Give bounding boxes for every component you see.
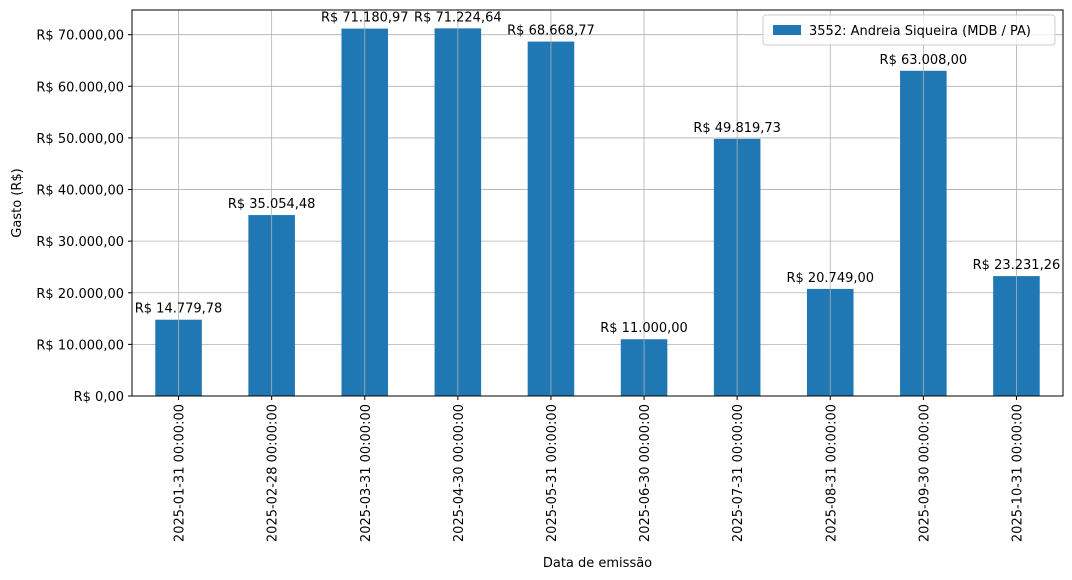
y-axis-title: Gasto (R$)	[10, 168, 25, 237]
y-axis: R$ 0,00 R$ 10.000,00 R$ 20.000,00 R$ 30.000…	[36, 29, 132, 405]
x-grid-lines	[178, 10, 1017, 396]
bar-data-label: R$ 49.819,73	[693, 121, 781, 136]
x-axis: 2025-01-31 00:00:00 2025-02-28 00:00:00 20…	[173, 396, 1025, 542]
bar-data-label: R$ 20.749,00	[786, 271, 874, 286]
bar-data-label: R$ 11.000,00	[600, 321, 688, 336]
x-tick-label: 2025-07-31 00:00:00	[731, 404, 746, 542]
x-tick-label: 2025-06-30 00:00:00	[638, 404, 653, 542]
x-tick-label: 2025-08-31 00:00:00	[824, 404, 839, 542]
x-tick-label: 2025-10-31 00:00:00	[1010, 404, 1025, 542]
x-tick-label: 2025-05-31 00:00:00	[545, 404, 560, 542]
bar-data-label: R$ 71.180,97	[321, 11, 409, 26]
bars	[155, 28, 1040, 397]
x-tick-label: 2025-03-31 00:00:00	[359, 404, 374, 542]
x-tick-label: 2025-09-30 00:00:00	[917, 404, 932, 542]
legend-box	[762, 14, 1056, 46]
y-tick-label: R$ 20.000,00	[36, 287, 124, 302]
x-axis-title: Data de emissão	[543, 556, 652, 571]
y-tick-label: R$ 70.000,00	[36, 29, 124, 44]
bar-data-label: R$ 71.224,64	[414, 10, 502, 25]
y-tick-label: R$ 40.000,00	[36, 184, 124, 199]
y-tick-label: R$ 50.000,00	[36, 132, 124, 147]
y-tick-label: R$ 60.000,00	[36, 80, 124, 95]
bar-data-label: R$ 68.668,77	[507, 24, 595, 39]
y-tick-label: R$ 10.000,00	[36, 338, 124, 353]
bar-data-label: R$ 35.054,48	[228, 197, 316, 212]
plot-frame	[131, 9, 1064, 397]
bar-data-label: R$ 23.231,26	[973, 258, 1061, 273]
x-tick-label: 2025-04-30 00:00:00	[452, 404, 467, 542]
bar-data-label: R$ 63.008,00	[880, 53, 968, 68]
x-tick-label: 2025-02-28 00:00:00	[266, 404, 281, 542]
data-labels: R$ 14.779,78 R$ 35.054,48 R$ 71.180,97 R$ 7…	[135, 10, 1061, 336]
bar-data-label: R$ 14.779,78	[135, 302, 223, 317]
y-tick-label: R$ 0,00	[74, 390, 124, 405]
legend-entry: 3552: Andreia Siqueira (MDB / PA)	[809, 24, 1031, 39]
legend: 3552: Andreia Siqueira (MDB / PA)	[762, 14, 1056, 46]
x-tick-label: 2025-01-31 00:00:00	[173, 404, 188, 542]
y-tick-label: R$ 30.000,00	[36, 235, 124, 250]
legend-swatch	[773, 25, 801, 35]
